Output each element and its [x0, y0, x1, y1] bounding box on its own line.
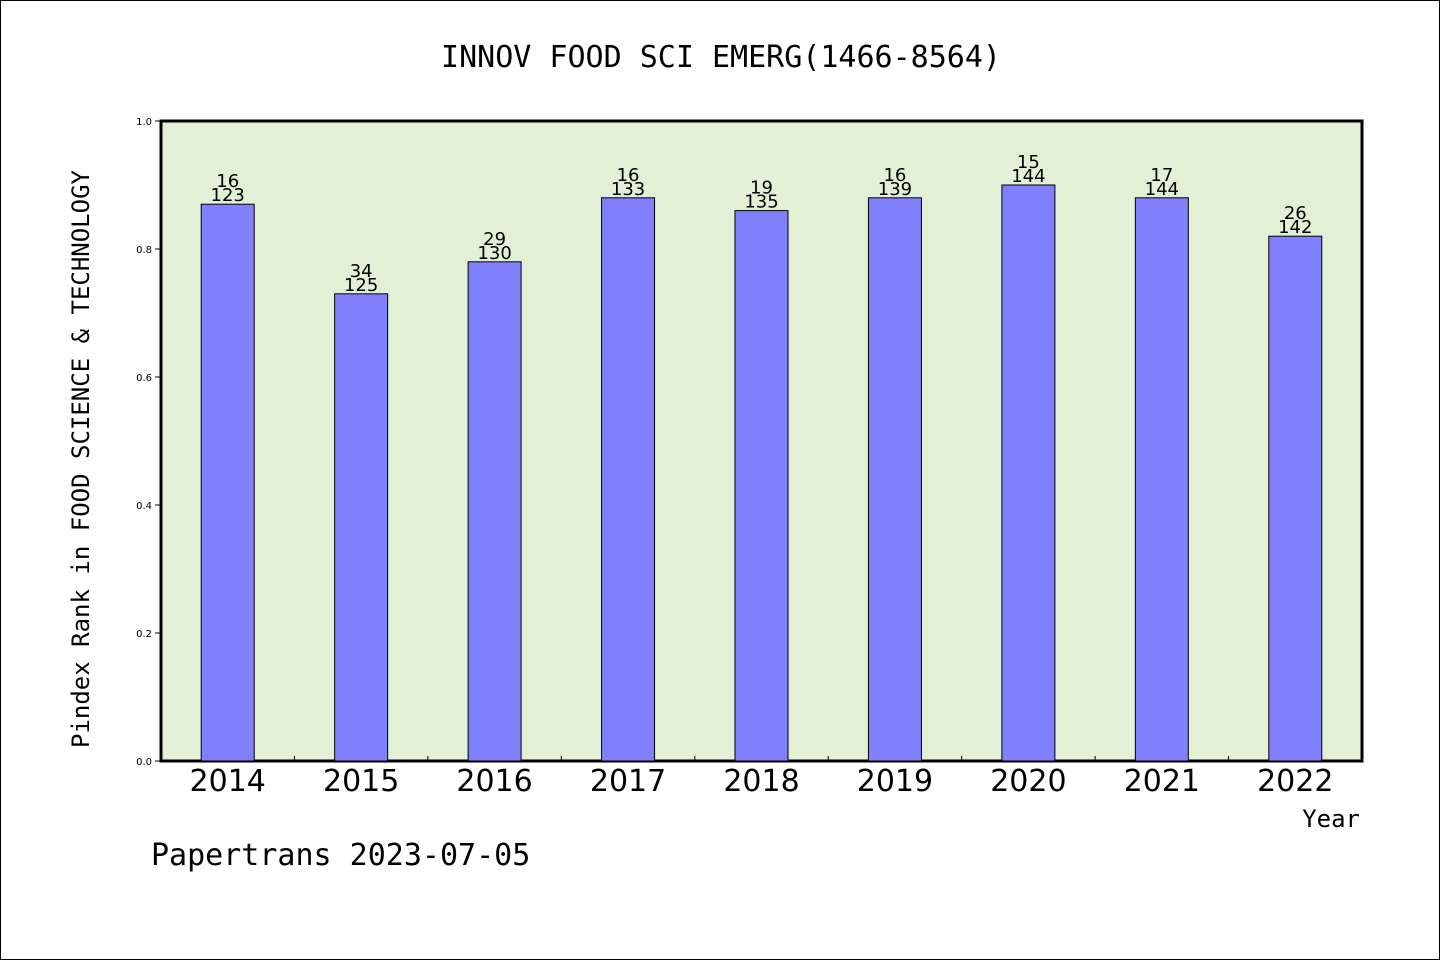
x-tick-label: 2020 [990, 764, 1066, 799]
x-tick-label: 2016 [456, 764, 532, 799]
x-tick-label: 2022 [1257, 764, 1333, 799]
bar-rank-label: 16 [883, 165, 906, 186]
y-tick-label: 0.6 [136, 373, 152, 384]
bar-2022 [1268, 235, 1323, 762]
chart-title: INNOV FOOD SCI EMERG(1466-8564) [441, 40, 1001, 75]
bar-2018 [734, 210, 789, 762]
bar-total-label: 144 [1145, 179, 1179, 200]
bar-rank-label: 17 [1150, 165, 1173, 186]
footer-watermark: Papertrans 2023-07-05 [151, 838, 530, 873]
bar-rank-label: 29 [483, 229, 506, 250]
x-tick-label: 2019 [857, 764, 933, 799]
bar-rank-label: 26 [1284, 203, 1307, 224]
x-axis-label: Year [1302, 805, 1360, 833]
x-tick-label: 2021 [1124, 764, 1200, 799]
x-tick-label: 2014 [190, 764, 266, 799]
bar-total-label: 130 [477, 243, 511, 264]
bar-2016 [467, 261, 522, 762]
y-axis-label: Pindex Rank in FOOD SCIENCE & TECHNOLOGY [67, 169, 95, 748]
bar-rank-label: 16 [216, 171, 239, 192]
bar-rank-label: 19 [750, 178, 773, 199]
bar-series [200, 184, 1323, 762]
bar-total-label: 139 [878, 179, 912, 200]
y-tick-label: 0.0 [136, 757, 152, 768]
bar-total-label: 125 [344, 275, 378, 296]
x-tick-label: 2017 [590, 764, 666, 799]
y-tick-label: 0.8 [136, 245, 152, 256]
bar-total-label: 123 [211, 185, 245, 206]
x-tick-label: 2018 [723, 764, 799, 799]
y-tick-label: 0.2 [136, 629, 152, 640]
bar-2019 [867, 197, 922, 762]
bar-total-label: 144 [1011, 166, 1045, 187]
x-tick-label: 2015 [323, 764, 399, 799]
bar-total-label: 135 [744, 192, 778, 213]
bar-total-label: 142 [1278, 217, 1312, 238]
bar-rank-label: 16 [617, 165, 640, 186]
bar-2017 [601, 197, 656, 762]
bar-total-label: 133 [611, 179, 645, 200]
bar-rank-label: 34 [350, 261, 373, 282]
bar-2015 [334, 293, 389, 762]
y-tick-label: 0.4 [136, 501, 152, 512]
bar-2014 [200, 203, 255, 762]
bar-2021 [1134, 197, 1189, 762]
x-axis-ticks: 2014 2015 2016 2017 2018 2019 2020 2021 2022 [190, 756, 1333, 799]
y-axis-ticks: 0.0 0.2 0.4 0.6 0.8 1.0 [136, 117, 161, 768]
bar-2020 [1001, 184, 1056, 762]
y-tick-label: 1.0 [136, 117, 152, 128]
bar-rank-label: 15 [1017, 152, 1040, 173]
